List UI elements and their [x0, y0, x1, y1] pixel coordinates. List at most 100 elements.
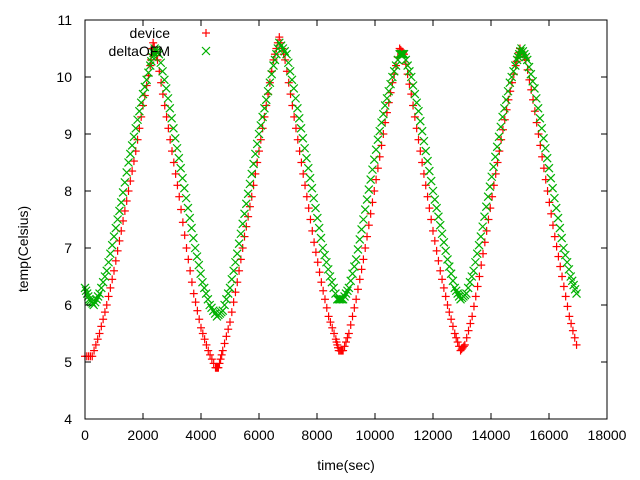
data-point [464, 326, 473, 335]
data-point [570, 333, 579, 342]
data-point [530, 83, 539, 93]
data-point [470, 257, 480, 267]
data-point [361, 244, 370, 252]
data-point [535, 113, 545, 123]
data-point [480, 212, 489, 222]
data-point [127, 140, 137, 150]
data-point [398, 49, 408, 59]
data-point [119, 216, 128, 225]
data-point [498, 112, 508, 122]
data-point [339, 346, 348, 355]
data-point [100, 272, 110, 281]
y-axis-label: temp(Celsius) [15, 206, 31, 292]
data-point [452, 333, 461, 342]
data-point [425, 204, 434, 213]
data-point [563, 302, 572, 311]
data-point [372, 175, 381, 184]
data-point [260, 103, 269, 113]
data-point [572, 340, 581, 349]
data-point [124, 187, 133, 195]
data-point [309, 193, 319, 203]
data-point [158, 66, 167, 76]
data-point [562, 257, 572, 267]
data-point [175, 192, 184, 201]
data-point [265, 78, 275, 88]
data-point [338, 294, 348, 304]
data-point [369, 155, 379, 165]
data-point [201, 289, 211, 299]
data-point [178, 173, 187, 183]
data-point [241, 199, 251, 209]
data-point [317, 278, 326, 287]
data-point [322, 303, 331, 312]
data-point [113, 246, 122, 255]
data-point [439, 283, 448, 292]
data-point [423, 156, 432, 166]
y-tick-label: 6 [64, 297, 72, 313]
data-point [232, 249, 242, 259]
data-point [346, 320, 355, 329]
data-point [488, 192, 497, 201]
data-point [474, 240, 484, 250]
data-point [430, 195, 440, 204]
data-point [243, 189, 253, 199]
data-point [164, 124, 173, 133]
data-point [302, 153, 311, 163]
data-point [306, 215, 315, 224]
data-point [163, 93, 173, 103]
data-point [544, 163, 554, 173]
data-point [473, 282, 482, 291]
data-point [553, 213, 563, 223]
data-point [290, 112, 299, 121]
data-point [303, 163, 313, 173]
data-point [285, 66, 295, 76]
data-point [499, 103, 509, 113]
data-point [389, 66, 399, 76]
data-point [494, 132, 504, 142]
data-point [408, 81, 418, 90]
data-point [427, 215, 436, 224]
data-point [377, 118, 386, 128]
data-point [348, 312, 357, 321]
data-point [138, 89, 148, 99]
data-point [310, 238, 319, 247]
data-point [554, 252, 563, 261]
data-point [355, 235, 365, 244]
data-point [252, 139, 262, 149]
data-point [550, 193, 559, 203]
data-point [559, 243, 568, 253]
data-point [179, 183, 189, 193]
data-point [299, 169, 308, 178]
data-point [472, 249, 482, 259]
data-point [118, 188, 128, 197]
data-point [521, 52, 531, 62]
data-point [496, 122, 506, 132]
data-point [229, 266, 239, 276]
data-point [539, 133, 548, 143]
data-point [128, 167, 137, 176]
data-point [363, 232, 372, 241]
data-point [131, 123, 141, 133]
data-point [231, 288, 240, 297]
data-point [207, 355, 216, 364]
data-point [443, 301, 452, 309]
data-point [510, 61, 520, 71]
data-point [97, 322, 106, 331]
data-point [294, 113, 304, 123]
data-point [350, 303, 359, 312]
data-point [343, 333, 352, 342]
data-point [417, 126, 427, 136]
data-point [183, 203, 193, 213]
data-point [491, 169, 500, 178]
x-tick-label: 18000 [588, 427, 627, 443]
data-point [226, 318, 234, 327]
data-point [198, 277, 207, 287]
data-point [532, 118, 541, 127]
data-point [172, 143, 182, 153]
data-point [134, 106, 144, 116]
data-point [517, 44, 526, 53]
data-point [149, 38, 158, 47]
x-axis-label: time(sec) [317, 457, 375, 473]
data-point [99, 315, 108, 324]
